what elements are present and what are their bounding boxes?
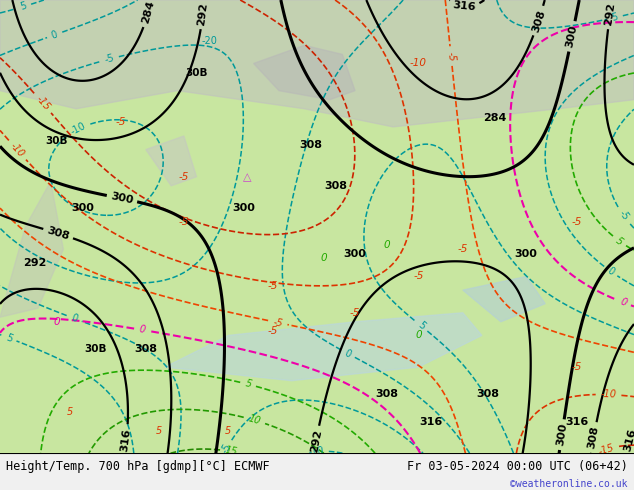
- Text: 300: 300: [344, 249, 366, 259]
- Text: 0: 0: [605, 266, 616, 277]
- Text: 308: 308: [587, 425, 600, 450]
- Text: 316: 316: [420, 416, 443, 426]
- Text: -5: -5: [272, 317, 283, 328]
- Text: 300: 300: [110, 192, 134, 206]
- Text: 308: 308: [46, 225, 70, 242]
- Text: 0: 0: [619, 297, 628, 308]
- Text: 284: 284: [483, 113, 506, 123]
- Polygon shape: [254, 46, 355, 99]
- Text: -5: -5: [350, 308, 360, 318]
- Text: 308: 308: [477, 390, 500, 399]
- Text: -10: -10: [600, 390, 617, 400]
- Text: -5: -5: [103, 53, 115, 65]
- Text: Height/Temp. 700 hPa [gdmp][°C] ECMWF: Height/Temp. 700 hPa [gdmp][°C] ECMWF: [6, 460, 270, 473]
- Text: 10: 10: [247, 414, 262, 427]
- Text: 30B: 30B: [84, 344, 107, 354]
- Text: Fr 03-05-2024 00:00 UTC (06+42): Fr 03-05-2024 00:00 UTC (06+42): [407, 460, 628, 473]
- Text: -5: -5: [572, 362, 582, 372]
- Text: -10: -10: [69, 121, 87, 137]
- Polygon shape: [463, 276, 545, 322]
- Text: 308: 308: [134, 344, 157, 354]
- Text: 316: 316: [452, 0, 477, 12]
- Text: 0: 0: [415, 330, 422, 341]
- Text: 300: 300: [565, 24, 579, 49]
- Text: 5: 5: [244, 379, 252, 390]
- Text: -5: -5: [179, 217, 189, 227]
- Text: 0: 0: [320, 253, 327, 263]
- Text: 0: 0: [70, 313, 79, 324]
- Text: 5: 5: [67, 408, 73, 417]
- Text: 292: 292: [23, 258, 46, 268]
- Text: -20: -20: [201, 36, 217, 46]
- Polygon shape: [146, 136, 197, 186]
- Text: 308: 308: [299, 140, 322, 150]
- Text: 300: 300: [233, 203, 256, 214]
- Text: -5: -5: [446, 51, 456, 61]
- Text: -5: -5: [458, 245, 468, 254]
- Text: -10: -10: [410, 58, 427, 69]
- Text: 316: 316: [566, 416, 588, 426]
- Text: 316: 316: [120, 427, 133, 452]
- Text: -10: -10: [8, 141, 27, 159]
- Text: 284: 284: [140, 0, 156, 24]
- Text: 5: 5: [614, 235, 625, 247]
- Text: -10: -10: [307, 446, 324, 457]
- Text: 0: 0: [50, 29, 59, 41]
- Text: 0: 0: [342, 347, 353, 359]
- Text: -5: -5: [268, 281, 278, 291]
- Text: 5: 5: [415, 320, 427, 332]
- Text: 308: 308: [325, 181, 347, 191]
- Text: 0: 0: [54, 317, 60, 327]
- Text: 0: 0: [384, 240, 390, 250]
- Text: -5: -5: [413, 271, 424, 281]
- Polygon shape: [165, 313, 482, 381]
- Polygon shape: [0, 0, 634, 127]
- Text: 15: 15: [224, 445, 238, 458]
- Text: 5: 5: [19, 1, 28, 12]
- Text: 292: 292: [309, 429, 323, 454]
- Text: 30B: 30B: [46, 136, 68, 146]
- Polygon shape: [0, 181, 63, 318]
- Text: △: △: [243, 172, 252, 182]
- Text: -5: -5: [268, 326, 278, 336]
- Text: 5: 5: [155, 426, 162, 436]
- Text: -5: -5: [616, 208, 630, 222]
- Text: -5: -5: [572, 217, 582, 227]
- Text: -5: -5: [179, 172, 189, 182]
- Text: 300: 300: [555, 423, 569, 447]
- Text: 30B: 30B: [185, 68, 208, 77]
- Text: -15: -15: [597, 442, 616, 456]
- Text: 5: 5: [225, 426, 231, 436]
- Text: -5: -5: [220, 442, 233, 455]
- Text: 300: 300: [515, 249, 538, 259]
- Text: 0: 0: [138, 324, 146, 335]
- Text: 308: 308: [375, 390, 398, 399]
- Text: 316: 316: [623, 427, 634, 452]
- Text: 300: 300: [71, 203, 94, 214]
- Text: 5: 5: [611, 12, 619, 23]
- Text: ©weatheronline.co.uk: ©weatheronline.co.uk: [510, 480, 628, 490]
- Text: 5: 5: [4, 332, 13, 344]
- Text: -15: -15: [34, 94, 51, 112]
- Text: 292: 292: [604, 1, 617, 26]
- Text: -5: -5: [115, 118, 126, 127]
- Text: 292: 292: [197, 1, 209, 26]
- Text: 308: 308: [530, 8, 547, 33]
